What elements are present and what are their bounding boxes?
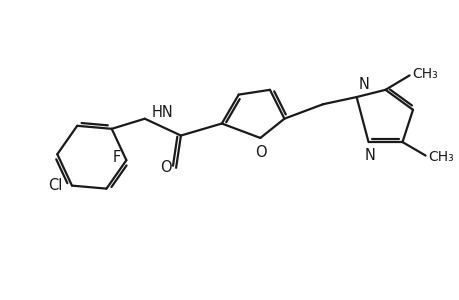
Text: O: O xyxy=(160,160,172,175)
Text: CH₃: CH₃ xyxy=(411,67,437,81)
Text: O: O xyxy=(255,145,267,160)
Text: HN: HN xyxy=(151,105,174,120)
Text: N: N xyxy=(358,77,369,92)
Text: N: N xyxy=(364,148,375,163)
Text: F: F xyxy=(112,150,120,165)
Text: Cl: Cl xyxy=(48,178,62,193)
Text: CH₃: CH₃ xyxy=(427,150,453,164)
